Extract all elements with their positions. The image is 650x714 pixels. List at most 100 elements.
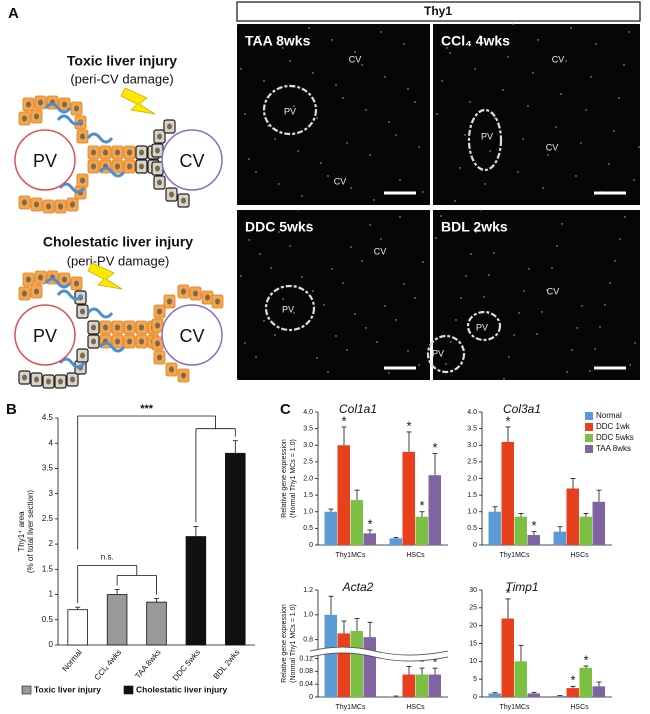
speckle xyxy=(263,80,265,82)
bar xyxy=(527,535,540,545)
nucleus xyxy=(58,378,63,385)
diagram-subtitle: (peri-CV damage) xyxy=(70,71,173,86)
central-vein xyxy=(161,129,223,191)
speckle xyxy=(342,97,344,99)
nucleus xyxy=(70,376,75,383)
significance-mark: * xyxy=(531,518,536,533)
speckle xyxy=(312,72,314,74)
speckle xyxy=(308,27,310,29)
speckle xyxy=(282,47,284,49)
panel-label: B xyxy=(6,401,17,418)
nucleus xyxy=(127,338,132,345)
speckle xyxy=(470,253,472,255)
y-axis-label: (Normal Thy1 MCs = 1.0) xyxy=(290,604,297,683)
nucleus xyxy=(127,324,132,331)
region-label: PV xyxy=(284,106,296,116)
speckle xyxy=(633,179,635,181)
speckle xyxy=(388,121,390,123)
bar xyxy=(363,533,376,545)
nucleus xyxy=(127,149,132,156)
y-tick-label: 0.5 xyxy=(467,525,477,532)
micrograph xyxy=(237,210,430,380)
nucleus xyxy=(169,191,174,198)
nucleus xyxy=(22,374,27,381)
bar xyxy=(579,516,592,545)
region-label: PV xyxy=(282,304,294,314)
panel-label: C xyxy=(280,401,291,418)
speckle xyxy=(384,76,386,78)
bar xyxy=(225,452,246,646)
y-tick-label: 4.0 xyxy=(303,409,313,416)
y-tick-label: 3.0 xyxy=(303,442,313,449)
nucleus xyxy=(215,298,220,305)
speckle xyxy=(369,154,371,156)
bar xyxy=(488,511,501,545)
stellate-cell xyxy=(58,357,86,369)
speckle xyxy=(436,113,438,115)
stained-vessel xyxy=(466,310,502,342)
speckle xyxy=(259,253,261,255)
stellate-cell xyxy=(98,341,126,353)
y-tick-label: 3.5 xyxy=(42,464,54,473)
speckle xyxy=(581,305,583,307)
speckle xyxy=(399,216,401,218)
speckle xyxy=(624,216,626,218)
speckle xyxy=(320,162,322,164)
speckle xyxy=(547,154,549,156)
x-tick-label: Thy1MCs xyxy=(336,704,366,711)
injury-bolt xyxy=(120,87,156,115)
nucleus xyxy=(193,290,198,297)
speckle xyxy=(335,335,337,337)
bar xyxy=(324,511,337,545)
speckle xyxy=(518,312,520,314)
speckle xyxy=(361,64,363,66)
nucleus xyxy=(115,338,120,345)
legend-swatch xyxy=(585,423,593,431)
significance-mark: * xyxy=(432,440,437,455)
speckle xyxy=(585,109,587,111)
speckle xyxy=(590,76,592,78)
y-tick-label: 1.5 xyxy=(303,492,313,499)
speckle xyxy=(441,80,443,82)
nucleus xyxy=(139,163,144,170)
y-tick-label: 0 xyxy=(473,694,477,701)
y-tick-label: 1.2 xyxy=(303,587,313,594)
speckle xyxy=(395,134,397,136)
micrograph-label: TAA 8wks xyxy=(245,33,311,49)
speckle xyxy=(259,35,261,37)
micrograph xyxy=(433,210,640,380)
y-tick-label: 2.5 xyxy=(303,459,313,466)
bar xyxy=(146,601,167,646)
bar xyxy=(337,633,350,697)
diagram-title: Toxic liver injury xyxy=(67,53,177,69)
speckle xyxy=(346,349,348,351)
speckle xyxy=(255,171,257,173)
speckle xyxy=(480,209,482,211)
region-label: CV xyxy=(374,246,387,256)
speckle xyxy=(327,175,329,177)
speckle xyxy=(527,105,529,107)
bar xyxy=(67,609,88,646)
speckle xyxy=(489,150,491,152)
nucleus xyxy=(62,276,67,283)
legend-swatch xyxy=(21,685,32,695)
speckle xyxy=(498,230,500,232)
speckle xyxy=(546,289,548,291)
speckle xyxy=(312,290,314,292)
bar xyxy=(337,445,350,545)
region-label: CV xyxy=(547,286,560,296)
speckle xyxy=(571,349,573,351)
speckle xyxy=(623,64,625,66)
axis-break-edge xyxy=(309,646,449,656)
significance-mark: * xyxy=(341,413,346,428)
nucleus xyxy=(34,376,39,383)
speckle xyxy=(517,171,519,173)
nucleus xyxy=(157,308,162,315)
speckle xyxy=(248,239,250,241)
chart-title: Col1a1 xyxy=(339,402,377,416)
speckle xyxy=(373,199,375,201)
speckle xyxy=(589,370,591,372)
speckle xyxy=(316,357,318,359)
x-tick-label: DDC 5wks xyxy=(171,648,202,683)
bar xyxy=(389,696,402,697)
